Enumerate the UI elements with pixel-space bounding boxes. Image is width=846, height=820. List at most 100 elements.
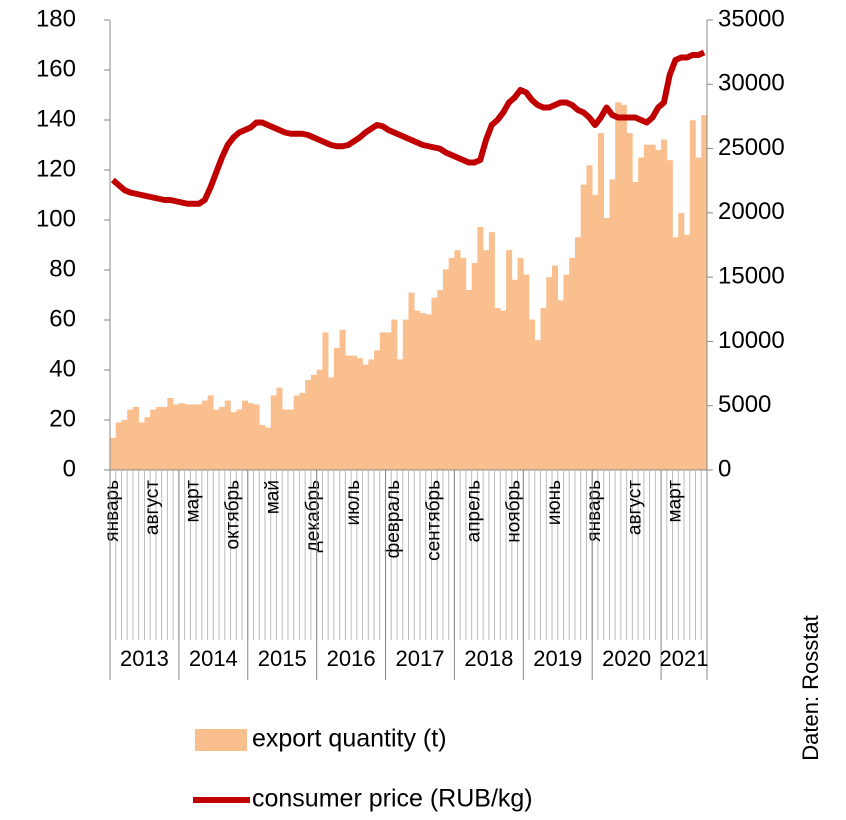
- bar: [632, 182, 639, 470]
- bar: [224, 400, 231, 470]
- bar: [270, 395, 277, 470]
- bar: [144, 417, 151, 470]
- bar: [678, 212, 685, 470]
- legend-label: consumer price (RUB/kg): [252, 785, 533, 813]
- bar: [523, 274, 530, 470]
- bar: [115, 422, 122, 470]
- bar: [661, 139, 668, 471]
- legend-label: export quantity (t): [252, 725, 447, 753]
- y-tick-label: 20: [49, 405, 76, 432]
- year-label: 2019: [533, 646, 582, 671]
- bar: [609, 179, 616, 470]
- bar: [150, 409, 157, 470]
- bar: [506, 250, 513, 470]
- bar: [305, 380, 312, 470]
- bar: [540, 308, 547, 470]
- bar: [379, 332, 386, 470]
- x-tick-label: март: [664, 480, 685, 523]
- bar: [586, 165, 593, 471]
- bar: [345, 355, 352, 470]
- bar: [414, 310, 421, 470]
- x-tick-label: июнь: [544, 480, 565, 525]
- bar: [597, 133, 604, 470]
- bar: [465, 290, 472, 470]
- bar: [574, 237, 582, 470]
- bar: [161, 407, 168, 470]
- bar: [362, 364, 369, 470]
- bar: [511, 279, 518, 470]
- x-tick-label: март: [182, 480, 203, 523]
- bar: [121, 419, 128, 470]
- bar: [626, 133, 633, 470]
- bar: [316, 369, 323, 470]
- bar: [178, 403, 185, 470]
- year-label: 2015: [258, 646, 307, 671]
- y-tick-label: 180: [36, 5, 76, 32]
- year-label: 2013: [120, 646, 169, 671]
- bar: [655, 149, 662, 470]
- bar: [620, 104, 627, 470]
- y-tick-label: 160: [36, 55, 76, 82]
- legend-swatch: [195, 729, 247, 751]
- bar: [196, 404, 203, 470]
- x-tick-label: февраль: [383, 480, 404, 559]
- bar: [219, 407, 226, 470]
- bar: [374, 350, 381, 470]
- y-tick-label: 80: [49, 255, 76, 282]
- year-label: 2018: [464, 646, 513, 671]
- bar: [603, 218, 610, 470]
- source-note: Daten: Rosstat: [798, 615, 823, 761]
- bar: [563, 274, 570, 470]
- bar: [695, 157, 702, 471]
- line: [110, 49, 706, 207]
- bar: [339, 329, 346, 470]
- bar: [287, 409, 294, 470]
- x-tick-label: август: [142, 480, 163, 535]
- bar: [242, 400, 249, 470]
- year-label: 2020: [602, 646, 651, 671]
- bar: [276, 387, 283, 470]
- y2-tick-label: 0: [718, 455, 731, 482]
- bar: [471, 263, 478, 470]
- x-tick-label: январь: [102, 480, 123, 542]
- y2-tick-label: 5000: [718, 391, 771, 418]
- bar: [110, 437, 117, 470]
- bar: [483, 250, 490, 470]
- x-tick-label: декабрь: [303, 480, 324, 552]
- bar: [649, 144, 656, 470]
- bar: [138, 422, 145, 470]
- x-tick-label: июль: [343, 480, 364, 526]
- bar: [236, 409, 243, 470]
- x-tick-label: август: [624, 480, 645, 535]
- bar: [230, 412, 237, 470]
- bar: [328, 377, 335, 470]
- x-tick-label: ноябрь: [504, 480, 525, 543]
- bar: [167, 398, 174, 470]
- bar: [592, 194, 599, 470]
- year-label: 2021: [660, 646, 709, 671]
- bar: [419, 313, 427, 470]
- bar: [442, 269, 449, 470]
- bar: [132, 407, 140, 470]
- y-tick-label: 100: [36, 205, 76, 232]
- bar: [397, 359, 404, 470]
- bar: [173, 404, 180, 470]
- y-tick-label: 60: [49, 305, 76, 332]
- bar: [689, 120, 696, 471]
- x-tick-label: январь: [584, 480, 605, 542]
- x-tick-label: сентябрь: [423, 480, 444, 561]
- bar: [569, 257, 576, 470]
- bar: [580, 184, 587, 471]
- bar: [666, 160, 673, 470]
- bar: [529, 319, 536, 470]
- bar: [155, 407, 162, 470]
- y2-tick-label: 25000: [718, 134, 785, 161]
- bar: [368, 359, 375, 470]
- bar: [500, 310, 507, 470]
- bar: [184, 404, 191, 470]
- x-tick-label: май: [263, 480, 284, 514]
- year-label: 2014: [189, 646, 238, 671]
- bar: [488, 232, 495, 470]
- y2-tick-label: 20000: [718, 198, 785, 225]
